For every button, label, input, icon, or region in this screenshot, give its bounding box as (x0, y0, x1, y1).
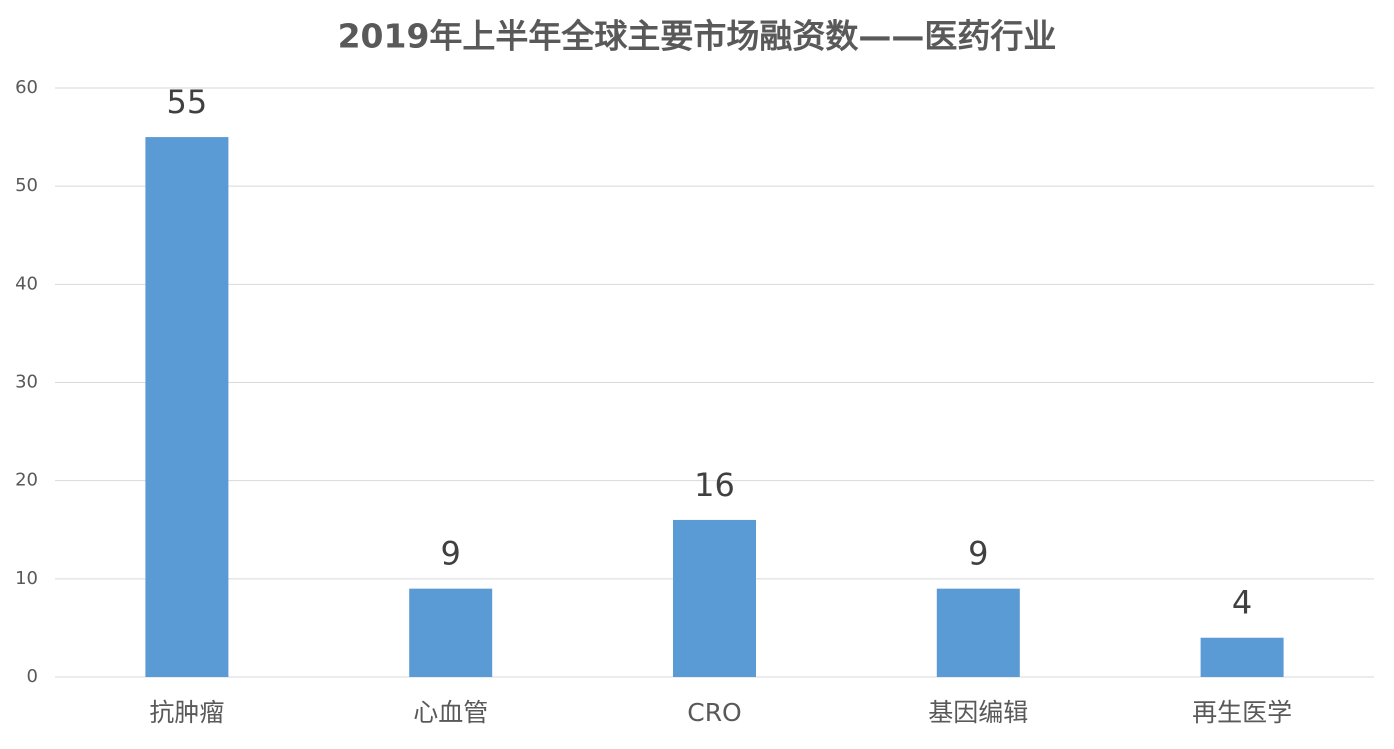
data-label: 9 (968, 535, 988, 573)
bar (409, 588, 493, 677)
bar (1200, 637, 1284, 677)
x-tick-label: 心血管 (413, 698, 488, 727)
x-tick-label: 抗肿瘤 (149, 698, 224, 727)
data-label: 55 (167, 83, 208, 121)
y-tick-label: 40 (15, 273, 38, 294)
data-label: 4 (1232, 584, 1252, 622)
y-tick-label: 10 (15, 568, 38, 589)
y-tick-label: 60 (15, 77, 38, 98)
chart-title: 2019年上半年全球主要市场融资数——医药行业 (338, 17, 1057, 56)
bar (936, 588, 1020, 677)
bar (673, 519, 756, 677)
x-tick-label: 基因编辑 (928, 698, 1028, 727)
y-tick-label: 30 (15, 372, 38, 393)
x-tick-label: CRO (687, 698, 742, 727)
data-label: 16 (694, 466, 735, 504)
y-tick-label: 50 (15, 175, 38, 196)
bar (145, 137, 229, 678)
data-label: 9 (441, 535, 461, 573)
y-tick-label: 20 (15, 470, 38, 491)
y-tick-label: 0 (27, 666, 38, 687)
x-tick-label: 再生医学 (1192, 698, 1292, 727)
